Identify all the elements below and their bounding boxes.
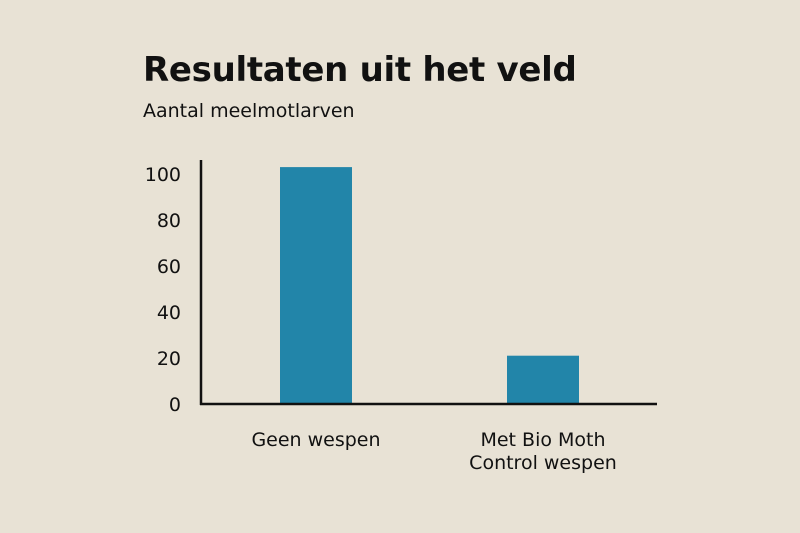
y-axis-ticks: 0 20 40 60 80 100 xyxy=(145,164,181,416)
chart-title: Resultaten uit het veld xyxy=(143,50,577,90)
y-tick-label: 0 xyxy=(169,394,181,416)
x-axis-labels: Geen wespen Met Bio Moth Control wespen xyxy=(251,429,616,474)
bar xyxy=(507,355,579,404)
x-category-label: Geen wespen xyxy=(251,429,380,451)
bar xyxy=(280,167,352,404)
chart-subtitle: Aantal meelmotlarven xyxy=(143,100,355,122)
y-tick-label: 80 xyxy=(157,210,181,232)
y-tick-label: 20 xyxy=(157,348,181,370)
x-category-label-line: Met Bio Moth xyxy=(480,429,605,451)
y-tick-label: 100 xyxy=(145,164,181,186)
x-category-label-line: Geen wespen xyxy=(251,429,380,451)
bars xyxy=(280,167,579,404)
x-category-label-line: Control wespen xyxy=(469,452,617,474)
y-tick-label: 60 xyxy=(157,256,181,278)
x-category-label: Met Bio Moth Control wespen xyxy=(469,429,617,474)
y-tick-label: 40 xyxy=(157,302,181,324)
